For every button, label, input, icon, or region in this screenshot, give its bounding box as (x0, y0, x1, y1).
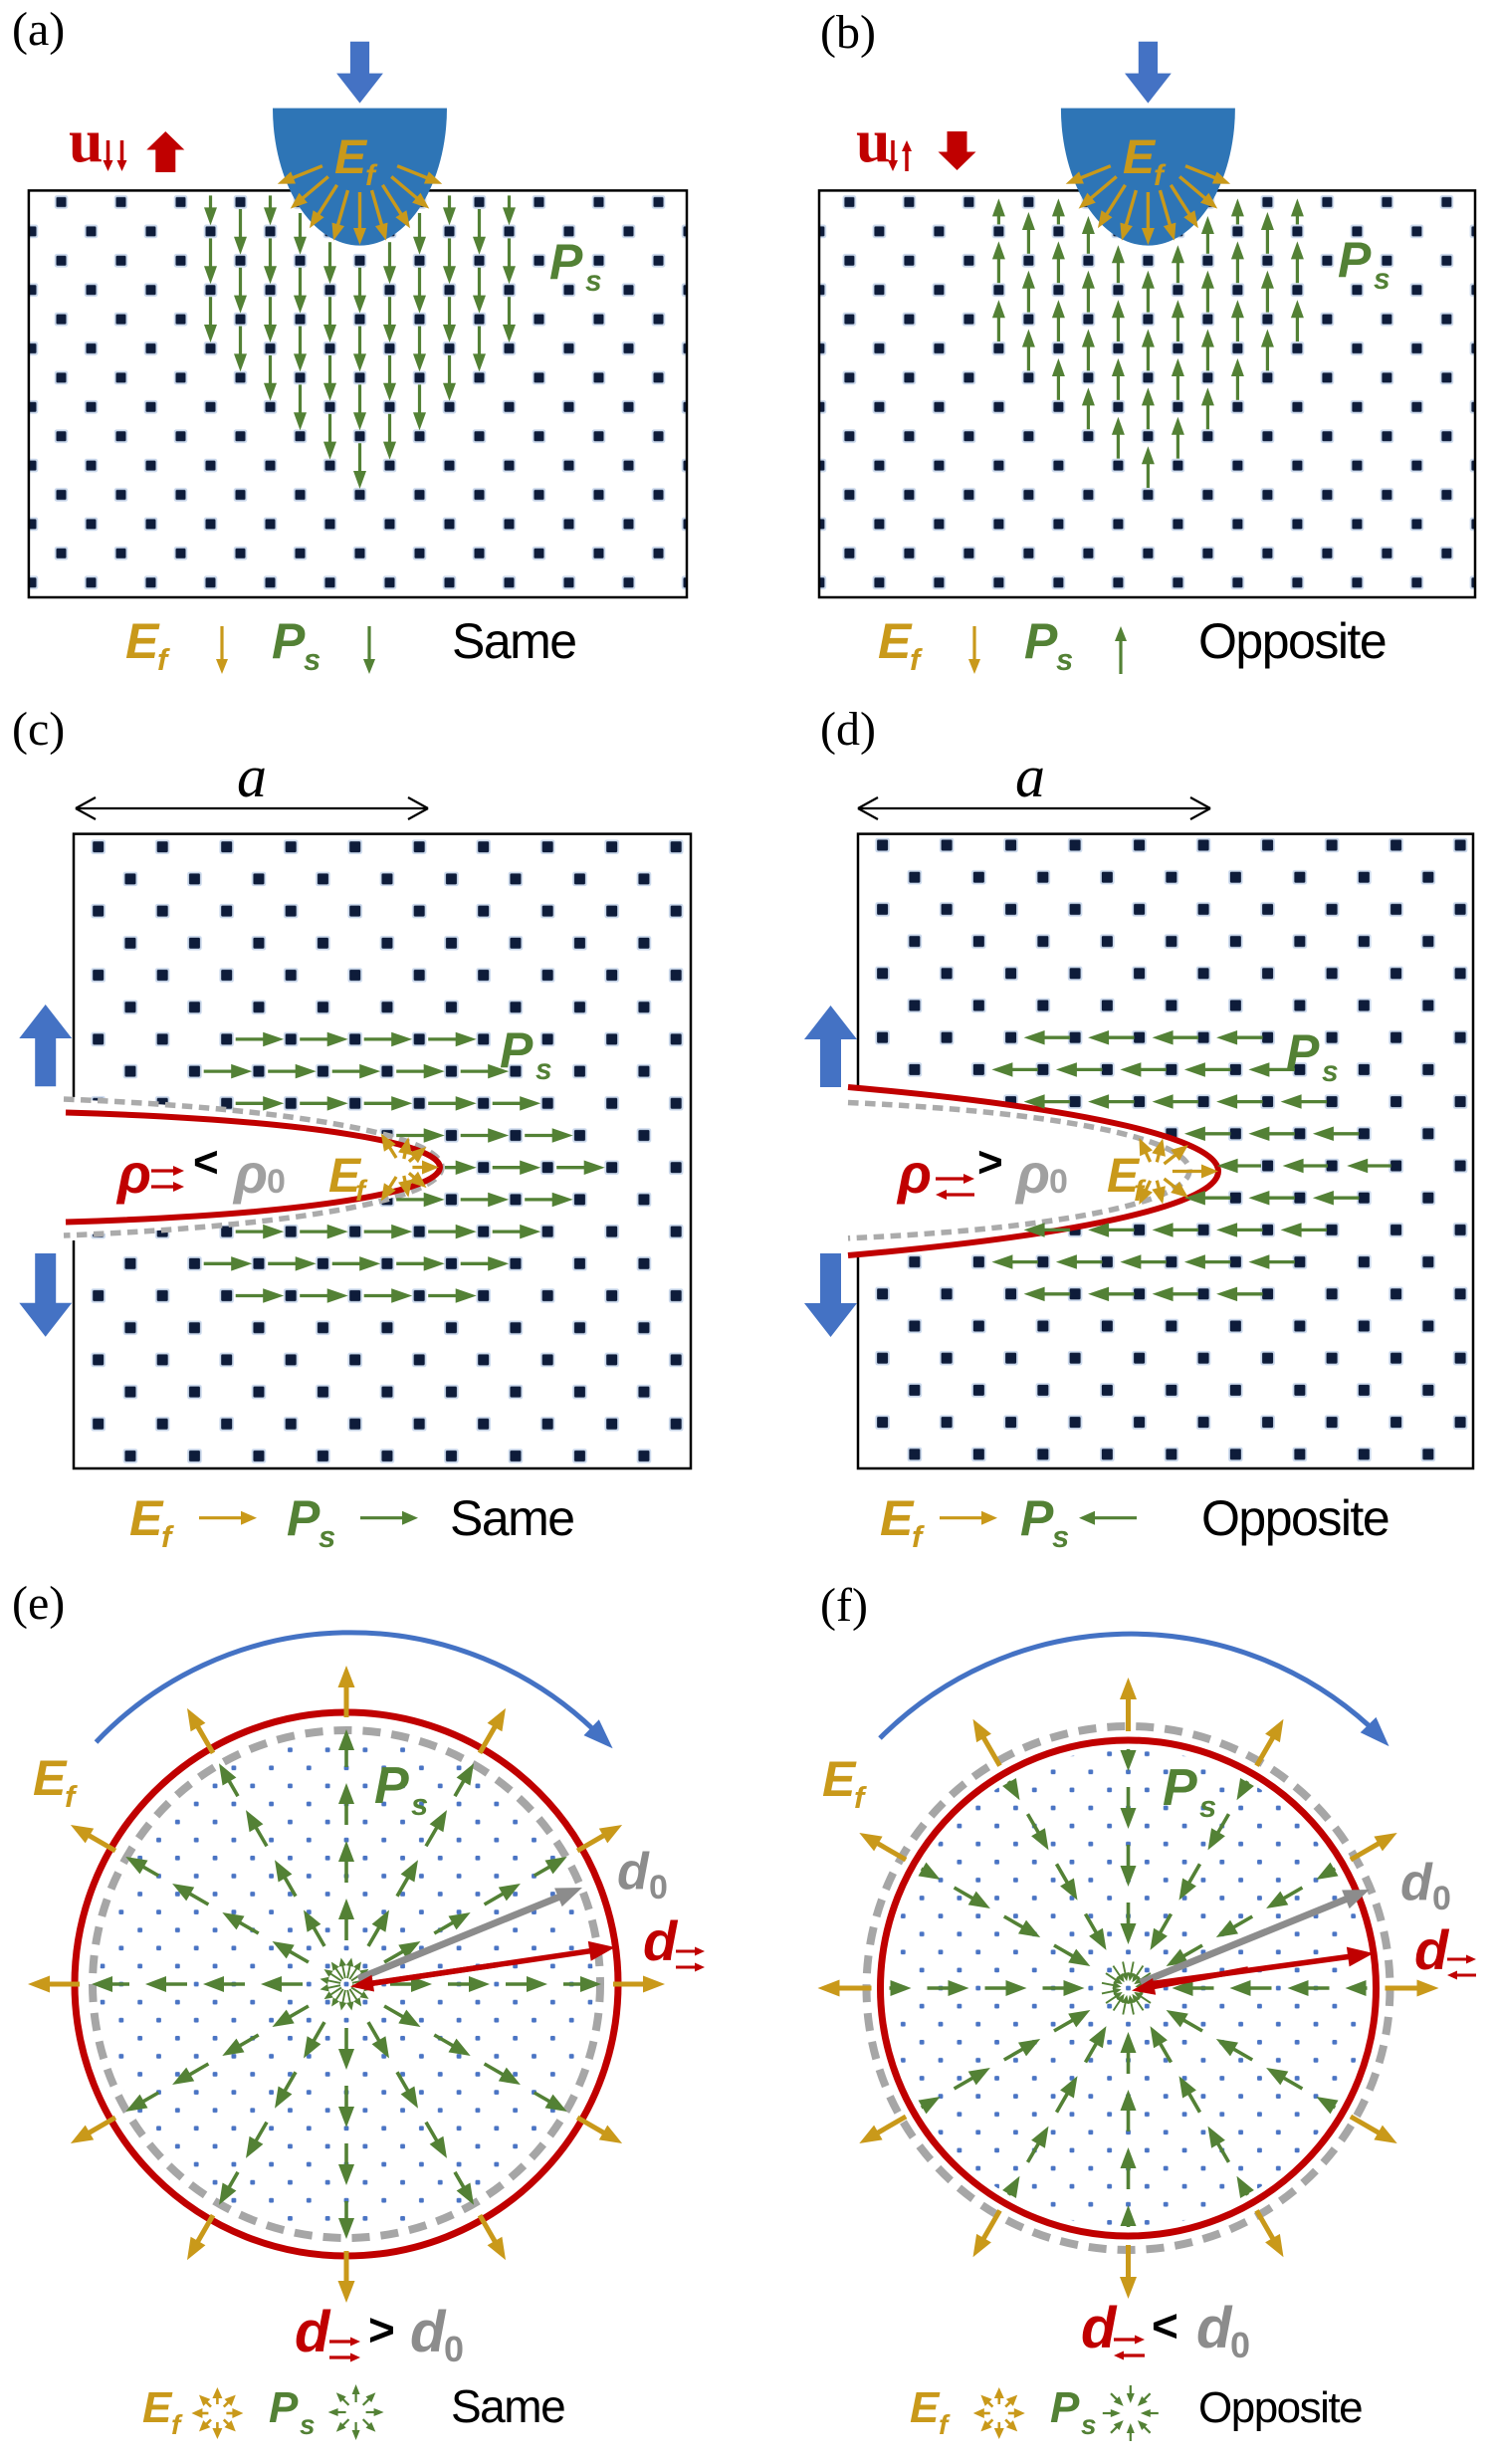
svg-text:E: E (910, 2383, 941, 2432)
svg-text:f: f (365, 159, 378, 192)
svg-text:<: < (1152, 2300, 1178, 2352)
svg-text:f: f (1154, 159, 1167, 192)
svg-text:Opposite: Opposite (1198, 613, 1386, 669)
svg-text:f: f (161, 1519, 174, 1554)
svg-text:f: f (1134, 1175, 1147, 1208)
svg-text:E: E (142, 2383, 173, 2432)
svg-text:s: s (535, 1053, 552, 1086)
svg-text:s: s (304, 642, 321, 677)
svg-text:(e): (e) (12, 1577, 65, 1630)
svg-text:s: s (1322, 1055, 1339, 1088)
svg-text:s: s (1081, 2409, 1097, 2440)
svg-text:P: P (1024, 613, 1058, 669)
svg-text:E: E (1123, 131, 1157, 184)
svg-text:Opposite: Opposite (1201, 1490, 1389, 1546)
svg-text:f: f (355, 1175, 368, 1208)
svg-text:E: E (880, 1490, 915, 1546)
svg-text:f: f (171, 2409, 183, 2440)
svg-text:Opposite: Opposite (1198, 2383, 1362, 2432)
svg-text:d: d (295, 2300, 331, 2364)
svg-text:f: f (854, 1780, 867, 1815)
svg-text:u: u (69, 108, 103, 175)
svg-text:(b): (b) (820, 6, 876, 59)
svg-text:(d): (d) (820, 703, 876, 756)
svg-text:E: E (33, 1750, 68, 1806)
svg-text:E: E (822, 1751, 857, 1807)
svg-text:s: s (1052, 1519, 1069, 1554)
svg-text:0: 0 (1432, 1880, 1451, 1917)
svg-text:Same: Same (451, 2380, 564, 2432)
svg-text:(c): (c) (12, 703, 65, 756)
svg-text:(a): (a) (12, 3, 65, 56)
svg-text:ρ: ρ (896, 1142, 932, 1205)
svg-text:E: E (328, 1150, 362, 1203)
svg-text:d: d (1081, 2296, 1118, 2360)
svg-text:d: d (617, 1843, 650, 1901)
svg-text:d: d (410, 2300, 447, 2364)
svg-text:a: a (237, 744, 267, 809)
svg-text:E: E (334, 131, 368, 184)
svg-text:Same: Same (450, 1490, 574, 1546)
svg-text:P: P (1286, 1024, 1320, 1080)
svg-text:f: f (912, 1519, 925, 1554)
svg-text:0: 0 (1049, 1163, 1068, 1201)
svg-text:P: P (374, 1757, 409, 1815)
svg-text:s: s (411, 1787, 428, 1822)
svg-text:f: f (157, 642, 170, 677)
svg-text:s: s (1374, 263, 1390, 296)
svg-text:0: 0 (649, 1869, 668, 1906)
svg-text:P: P (287, 1490, 321, 1546)
svg-text:s: s (1056, 642, 1073, 677)
svg-text:d: d (1400, 1854, 1433, 1911)
svg-text:s: s (300, 2409, 316, 2440)
svg-text:f: f (910, 642, 923, 677)
svg-text:ρ: ρ (115, 1142, 151, 1205)
svg-text:s: s (1199, 1789, 1216, 1824)
svg-text:P: P (1020, 1490, 1054, 1546)
svg-text:>: > (977, 1138, 1003, 1187)
svg-text:Same: Same (452, 613, 576, 669)
svg-text:u: u (856, 108, 890, 175)
svg-text:P: P (1163, 1759, 1197, 1817)
svg-text:E: E (878, 613, 913, 669)
svg-text:f: f (65, 1779, 78, 1814)
svg-text:a: a (1015, 744, 1045, 809)
svg-text:E: E (1107, 1150, 1141, 1203)
svg-text:E: E (129, 1490, 164, 1546)
svg-text:ρ: ρ (232, 1142, 268, 1205)
svg-text:d: d (1196, 2296, 1233, 2360)
svg-text:0: 0 (267, 1163, 286, 1201)
svg-text:0: 0 (1230, 2325, 1250, 2365)
svg-text:>: > (368, 2304, 395, 2355)
svg-text:P: P (1050, 2383, 1080, 2432)
svg-text:s: s (585, 265, 602, 298)
svg-text:d: d (643, 1909, 679, 1972)
svg-text:E: E (125, 613, 160, 669)
svg-text:0: 0 (444, 2329, 464, 2369)
svg-text:P: P (500, 1022, 534, 1078)
svg-text:P: P (1338, 232, 1372, 288)
svg-text:P: P (549, 234, 583, 290)
svg-text:<: < (193, 1138, 219, 1187)
svg-text:f: f (939, 2409, 951, 2440)
svg-text:s: s (319, 1519, 335, 1554)
svg-text:P: P (269, 2383, 299, 2432)
svg-text:ρ: ρ (1014, 1142, 1050, 1205)
svg-text:(f): (f) (820, 1579, 868, 1632)
svg-text:P: P (272, 613, 306, 669)
svg-text:d: d (1414, 1918, 1450, 1981)
